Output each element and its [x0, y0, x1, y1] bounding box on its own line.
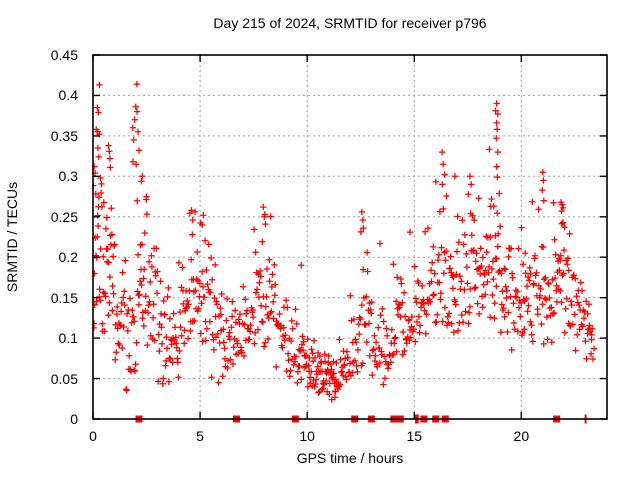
plot-border: [92, 54, 608, 420]
y-tick-label: 0.4: [58, 87, 78, 104]
x-tick-label: 10: [299, 428, 315, 444]
y-tick-label: 0: [70, 411, 78, 427]
y-tick-label: 0.2: [58, 249, 78, 266]
chart-title: Day 215 of 2024, SRMTID for receiver p79…: [213, 15, 487, 31]
axis-ticks: [92, 54, 607, 420]
y-tick-label: 0.35: [50, 127, 78, 144]
y-tick-label: 0.45: [50, 47, 78, 63]
x-tick-label: 20: [513, 428, 530, 444]
y-tick-label: 0.05: [50, 370, 78, 387]
y-tick-label: 0.25: [50, 208, 78, 225]
x-tick-label: 15: [406, 428, 423, 444]
y-axis-label: SRMTID / TECUs: [4, 182, 20, 292]
y-tick-label: 0.3: [58, 168, 78, 185]
y-tick-label: 0.1: [58, 330, 78, 347]
y-tick-label: 0.15: [50, 289, 78, 306]
x-tick-label: 5: [196, 428, 204, 444]
x-tick-label: 0: [89, 428, 97, 444]
x-axis-label: GPS time / hours: [296, 450, 404, 466]
